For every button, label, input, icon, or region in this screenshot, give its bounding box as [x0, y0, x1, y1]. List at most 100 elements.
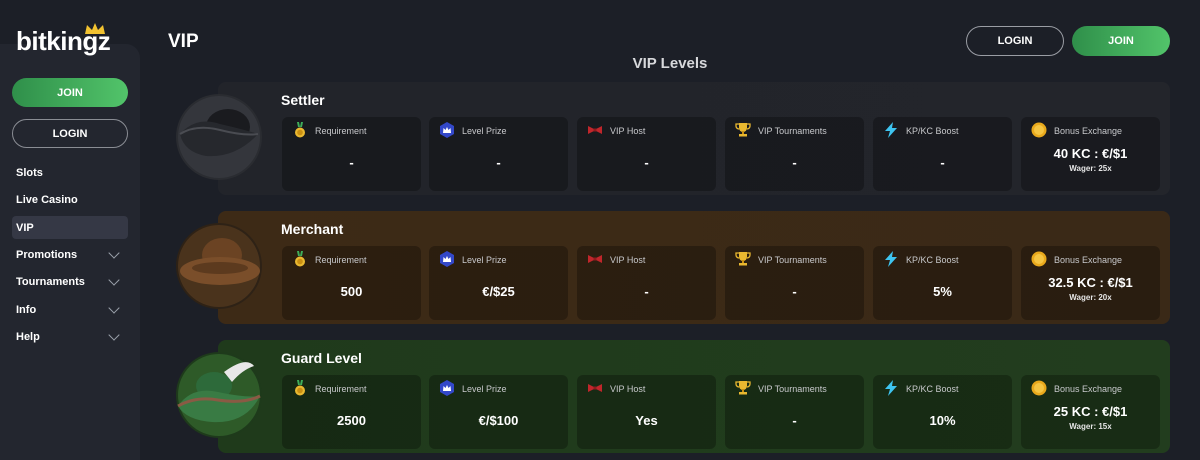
sidebar-item-live-casino[interactable]: Live Casino: [12, 188, 128, 211]
benefit-label: VIP Tournaments: [758, 384, 827, 394]
coin-icon: [1031, 251, 1047, 267]
vip-benefit-card: Level Prize €/$25: [429, 246, 568, 320]
vip-level-name: Guard Level: [281, 350, 362, 366]
sidebar-item-label: Promotions: [16, 248, 78, 261]
benefit-label: Requirement: [315, 126, 367, 136]
sidebar-item-help[interactable]: Help: [12, 325, 128, 348]
benefit-value: -: [496, 155, 501, 170]
benefit-value: 5%: [933, 284, 952, 299]
coin-icon: [1031, 380, 1047, 396]
benefit-label: Requirement: [315, 384, 367, 394]
sidebar-item-info[interactable]: Info: [12, 298, 128, 321]
tricorn-hat-icon: [176, 94, 262, 180]
vip-level-row: Settler Requirement - Level Prize - VIP Host -…: [176, 82, 1170, 195]
benefit-value: -: [644, 284, 649, 299]
benefit-label: VIP Tournaments: [758, 255, 827, 265]
header-login-button[interactable]: LOGIN: [966, 26, 1064, 56]
benefit-value: 10%: [929, 413, 956, 428]
benefit-value: 25 KC : €/$1: [1053, 404, 1128, 419]
vip-benefit-card: VIP Tournaments -: [725, 246, 864, 320]
benefit-label: VIP Host: [610, 126, 646, 136]
benefit-value: Yes: [635, 413, 658, 428]
benefit-label: Bonus Exchange: [1054, 255, 1123, 265]
sidebar-item-label: Live Casino: [16, 193, 78, 206]
vip-benefit-card: VIP Host Yes: [577, 375, 716, 449]
chevron-down-icon: [108, 246, 120, 259]
vip-benefit-card: VIP Host -: [577, 246, 716, 320]
vip-benefit-card: Requirement -: [282, 117, 421, 191]
benefit-wager: Wager: 25x: [1069, 164, 1112, 173]
crown-badge-icon: [439, 251, 455, 267]
vip-level-name: Merchant: [281, 221, 344, 237]
benefit-value: -: [792, 413, 797, 428]
vip-level-row: Guard Level Requirement 2500 Level Prize €/$…: [176, 340, 1170, 453]
vip-benefit-card: VIP Tournaments -: [725, 117, 864, 191]
sidebar-item-tournaments[interactable]: Tournaments: [12, 270, 128, 293]
bowtie-icon: [587, 251, 603, 267]
vip-benefit-card: Bonus Exchange 40 KC : €/$1 Wager: 25x: [1021, 117, 1160, 191]
benefit-label: Requirement: [315, 255, 367, 265]
vip-benefit-card: VIP Host -: [577, 117, 716, 191]
vip-benefit-card: KP/KC Boost 10%: [873, 375, 1012, 449]
feathered-hat-icon: [176, 352, 262, 438]
benefit-value: €/$25: [482, 284, 515, 299]
benefit-value: -: [940, 155, 945, 170]
benefit-label: VIP Tournaments: [758, 126, 827, 136]
sidebar-item-label: Tournaments: [16, 275, 85, 288]
brown-hat-icon: [176, 223, 262, 309]
sidebar-item-slots[interactable]: Slots: [12, 161, 128, 184]
benefit-label: Bonus Exchange: [1054, 384, 1123, 394]
crown-badge-icon: [439, 122, 455, 138]
vip-benefit-card: VIP Tournaments -: [725, 375, 864, 449]
sidebar: bitkingz JOIN LOGIN Slots Live Casino VI…: [0, 0, 140, 460]
bowtie-icon: [587, 122, 603, 138]
benefit-wager: Wager: 20x: [1069, 293, 1112, 302]
chevron-down-icon: [108, 328, 120, 341]
sidebar-item-label: Help: [16, 330, 40, 343]
benefit-label: Level Prize: [462, 126, 507, 136]
vip-level-row: Merchant Requirement 500 Level Prize €/$25 VI…: [176, 211, 1170, 324]
benefit-label: KP/KC Boost: [906, 126, 959, 136]
vip-level-name: Settler: [281, 92, 325, 108]
vip-benefit-card: Requirement 2500: [282, 375, 421, 449]
sidebar-item-vip[interactable]: VIP: [12, 216, 128, 239]
chevron-down-icon: [108, 301, 120, 314]
medal-icon: [292, 251, 308, 267]
sidebar-item-label: Slots: [16, 166, 43, 179]
trophy-icon: [735, 122, 751, 138]
sidebar-join-button[interactable]: JOIN: [12, 78, 128, 107]
bowtie-icon: [587, 380, 603, 396]
trophy-icon: [735, 380, 751, 396]
benefit-wager: Wager: 15x: [1069, 422, 1112, 431]
main-content: VIP LOGIN JOIN VIP Levels Settler Require…: [140, 0, 1200, 460]
lightning-icon: [883, 251, 899, 267]
lightning-icon: [883, 380, 899, 396]
vip-benefit-card: Level Prize €/$100: [429, 375, 568, 449]
benefit-value: -: [792, 284, 797, 299]
benefit-label: KP/KC Boost: [906, 255, 959, 265]
sidebar-item-label: Info: [16, 303, 37, 316]
chevron-down-icon: [108, 273, 120, 286]
benefit-label: VIP Host: [610, 255, 646, 265]
vip-benefit-card: Bonus Exchange 32.5 KC : €/$1 Wager: 20x: [1021, 246, 1160, 320]
vip-benefit-card: Bonus Exchange 25 KC : €/$1 Wager: 15x: [1021, 375, 1160, 449]
benefit-label: Bonus Exchange: [1054, 126, 1123, 136]
medal-icon: [292, 380, 308, 396]
vip-benefit-card: Requirement 500: [282, 246, 421, 320]
vip-benefit-card: Level Prize -: [429, 117, 568, 191]
brand-logo[interactable]: bitkingz: [16, 23, 111, 62]
benefit-value: -: [349, 155, 354, 170]
header-join-button[interactable]: JOIN: [1072, 26, 1170, 56]
sidebar-panel: [0, 44, 140, 460]
sidebar-item-promotions[interactable]: Promotions: [12, 243, 128, 266]
benefit-value: 32.5 KC : €/$1: [1048, 275, 1133, 290]
vip-benefit-card: KP/KC Boost -: [873, 117, 1012, 191]
lightning-icon: [883, 122, 899, 138]
benefit-value: 500: [340, 284, 363, 299]
benefit-label: VIP Host: [610, 384, 646, 394]
page-title: VIP: [168, 31, 199, 52]
benefit-label: Level Prize: [462, 384, 507, 394]
benefit-label: KP/KC Boost: [906, 384, 959, 394]
benefit-label: Level Prize: [462, 255, 507, 265]
sidebar-login-button[interactable]: LOGIN: [12, 119, 128, 148]
